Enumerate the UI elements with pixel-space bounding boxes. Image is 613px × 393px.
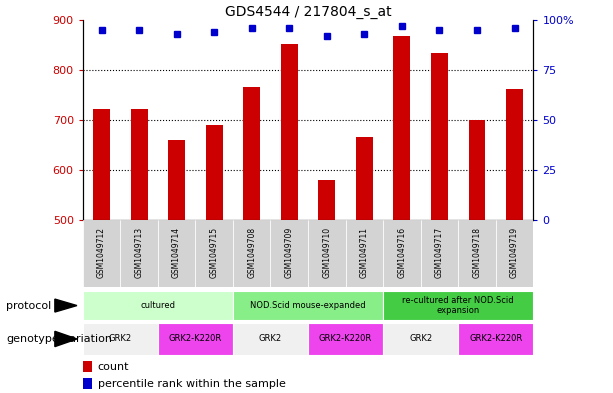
FancyBboxPatch shape [458,323,533,355]
Bar [131,109,148,220]
Text: re-cultured after NOD.Scid
expansion: re-cultured after NOD.Scid expansion [402,296,514,315]
Text: GSM1049717: GSM1049717 [435,227,444,278]
Bar [356,138,373,220]
FancyBboxPatch shape [308,323,383,355]
Text: GSM1049714: GSM1049714 [172,227,181,278]
Bar [243,87,260,220]
Bar [431,53,448,220]
FancyBboxPatch shape [83,323,158,355]
Text: GRK2-K220R: GRK2-K220R [469,334,522,343]
Text: GSM1049710: GSM1049710 [322,227,331,278]
Text: GSM1049711: GSM1049711 [360,227,369,277]
Polygon shape [55,331,77,347]
Bar [93,109,110,220]
Text: GSM1049713: GSM1049713 [135,227,143,278]
Text: GSM1049708: GSM1049708 [247,227,256,278]
Bar [318,180,335,220]
Bar [394,36,410,220]
Text: GSM1049719: GSM1049719 [510,227,519,278]
Bar [281,44,298,220]
FancyBboxPatch shape [233,292,383,320]
Title: GDS4544 / 217804_s_at: GDS4544 / 217804_s_at [225,5,391,18]
FancyBboxPatch shape [83,220,120,287]
Text: GRK2: GRK2 [259,334,282,343]
FancyBboxPatch shape [158,220,196,287]
Bar [468,120,485,220]
Text: count: count [97,362,129,372]
FancyBboxPatch shape [196,220,233,287]
Text: GRK2: GRK2 [409,334,432,343]
FancyBboxPatch shape [270,220,308,287]
Bar [83,361,92,373]
FancyBboxPatch shape [120,220,158,287]
Bar [83,378,92,389]
FancyBboxPatch shape [346,220,383,287]
FancyBboxPatch shape [83,292,233,320]
Text: GSM1049715: GSM1049715 [210,227,219,278]
FancyBboxPatch shape [496,220,533,287]
Text: NOD.Scid mouse-expanded: NOD.Scid mouse-expanded [250,301,366,310]
Bar [506,89,523,220]
Text: GSM1049716: GSM1049716 [397,227,406,278]
FancyBboxPatch shape [383,292,533,320]
Bar [168,140,185,220]
FancyBboxPatch shape [421,220,458,287]
Text: GSM1049712: GSM1049712 [97,227,106,277]
Text: percentile rank within the sample: percentile rank within the sample [97,379,286,389]
Text: GRK2-K220R: GRK2-K220R [319,334,372,343]
Text: genotype/variation: genotype/variation [6,334,112,344]
Text: GSM1049709: GSM1049709 [285,226,294,278]
Text: cultured: cultured [140,301,175,310]
FancyBboxPatch shape [158,323,233,355]
Bar [206,125,223,220]
FancyBboxPatch shape [308,220,346,287]
FancyBboxPatch shape [233,220,270,287]
FancyBboxPatch shape [458,220,496,287]
Text: protocol: protocol [6,301,51,310]
FancyBboxPatch shape [383,220,421,287]
Polygon shape [55,299,77,312]
FancyBboxPatch shape [233,323,308,355]
Text: GRK2: GRK2 [109,334,132,343]
Text: GRK2-K220R: GRK2-K220R [169,334,222,343]
Text: GSM1049718: GSM1049718 [473,227,481,277]
FancyBboxPatch shape [383,323,458,355]
